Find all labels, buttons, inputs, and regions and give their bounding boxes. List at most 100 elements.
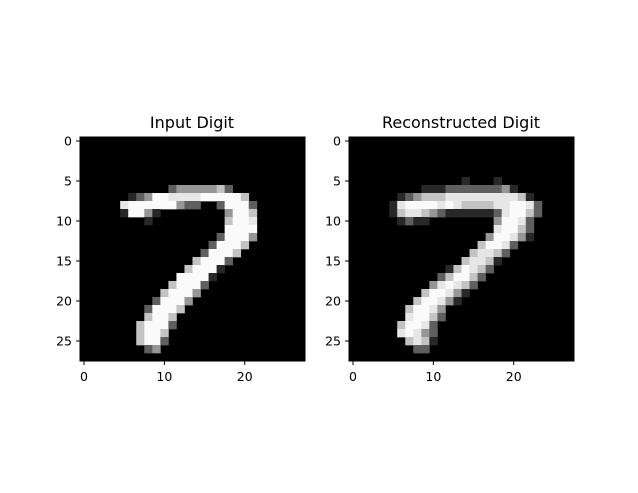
pixel-cell [485,233,494,242]
pixel-cell [152,329,161,338]
pixel-cell [152,305,161,314]
pixel-cell [445,281,454,290]
pixel-cell [144,193,153,202]
pixel-cell [453,289,462,298]
y-tick-label: 25 [325,334,341,349]
pixel-cell [501,249,511,258]
pixel-cell [413,217,422,226]
pixel-cell [517,225,527,234]
pixel-cell [509,201,519,210]
pixel-cell [216,201,225,210]
pixel-cell [160,321,169,330]
pixel-cell [389,209,398,218]
pixel-cell [136,329,145,338]
pixel-cell [429,193,438,202]
pixel-cell [445,273,454,282]
pixel-cell [477,273,486,282]
reconstructed-digit-image [349,137,574,361]
pixel-cell [144,217,153,226]
pixel-cell [429,321,438,330]
pixel-cell [421,313,430,322]
pixel-cell [216,241,225,250]
pixel-cell [168,193,177,202]
pixel-cell [232,249,242,258]
y-tick-label: 0 [333,134,341,149]
image-background [80,137,305,361]
pixel-cell [240,217,250,226]
pixel-cell [437,209,446,218]
pixel-cell [405,313,414,322]
pixel-cell [200,193,209,202]
pixel-cell [461,273,470,282]
pixel-cell [136,321,145,330]
pixel-cell [469,201,478,210]
pixel-cell [445,209,454,218]
pixel-cell [525,217,535,226]
pixel-cell [501,241,511,250]
pixel-cell [509,193,519,202]
pixel-cell [405,321,414,330]
pixel-cell [421,321,430,330]
pixel-cell [248,233,258,242]
pixel-cell [493,233,503,242]
pixel-cell [152,297,161,306]
pixel-cell [493,249,503,258]
pixel-cell [168,185,177,194]
pixel-cell [216,185,225,194]
pixel-cell [493,257,503,266]
pixel-cell [501,217,511,226]
pixel-cell [445,297,454,306]
pixel-cell [437,281,446,290]
pixel-cell [413,305,422,314]
pixel-cell [216,193,225,202]
pixel-cell [405,337,414,346]
pixel-cell [493,225,503,234]
pixel-cell [397,201,406,210]
pixel-cell [208,257,217,266]
pixel-cell [493,209,503,218]
pixel-cell [453,185,462,194]
pixel-cell [232,233,242,242]
pixel-cell [200,249,209,258]
pixel-cell [525,225,535,234]
pixel-cell [429,337,438,346]
pixel-cell [184,297,193,306]
pixel-cell [168,305,177,314]
pixel-cell [216,249,225,258]
pixel-cell [429,185,438,194]
pixel-cell [168,321,177,330]
pixel-cell [160,193,169,202]
pixel-cell [208,185,217,194]
pixel-cell [469,273,478,282]
pixel-cell [421,209,430,218]
pixel-cell [461,209,470,218]
pixel-cell [517,201,527,210]
pixel-cell [509,225,519,234]
pixel-cell [224,249,234,258]
pixel-cell [160,305,169,314]
reconstructed-digit-title: Reconstructed Digit [382,113,540,132]
pixel-cell [152,337,161,346]
pixel-cell [232,209,242,218]
pixel-cell [525,201,535,210]
pixel-cell [461,289,470,298]
pixel-cell [232,193,242,202]
pixel-cell [248,201,258,210]
pixel-cell [413,337,422,346]
pixel-cell [176,305,185,314]
reconstructed-digit-ticks: 0 10 20 0 5 10 15 20 25 [325,134,522,385]
pixel-cell [192,185,201,194]
pixel-cell [224,217,234,226]
pixel-cell [461,193,470,202]
y-tick-label: 15 [325,254,341,269]
pixel-cell [421,345,430,354]
pixel-cell [224,193,234,202]
pixel-cell [200,257,209,266]
pixel-cell [517,233,527,242]
x-tick-label: 20 [506,369,522,384]
pixel-cell [461,265,470,274]
pixel-cell [445,193,454,202]
pixel-cell [168,281,177,290]
pixel-cell [120,209,129,218]
pixel-cell [533,201,543,210]
